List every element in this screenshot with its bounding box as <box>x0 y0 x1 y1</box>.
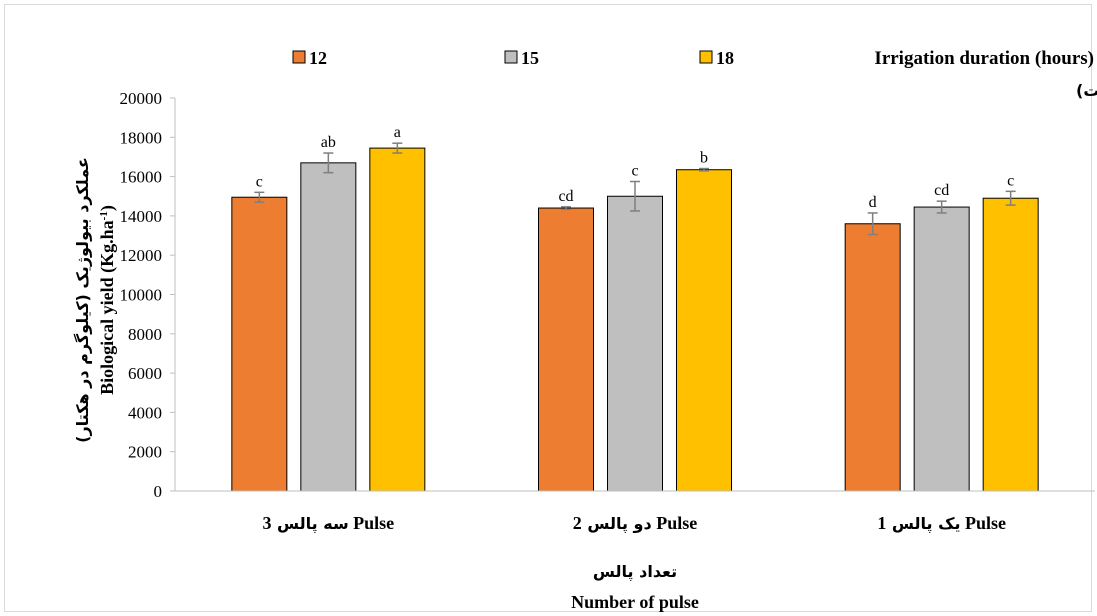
legend-title-persian: مدت زمان آبیاری (ساعت) <box>1076 80 1097 100</box>
significance-letter: b <box>700 150 708 167</box>
significance-letter: ab <box>321 134 336 151</box>
y-tick-label: 8000 <box>128 325 162 344</box>
significance-letter: c <box>256 173 263 190</box>
legend-swatch <box>292 50 306 64</box>
x-axis-label: Number of pulse <box>571 592 699 612</box>
significance-letter: c <box>631 163 638 180</box>
legend-label: 12 <box>309 48 327 68</box>
legend-title: Irrigation duration (hours) <box>874 48 1094 69</box>
significance-letter: cd <box>558 188 573 205</box>
y-tick-label: 0 <box>154 482 163 501</box>
x-tick-label: دو پالس 2 Pulse <box>573 513 697 534</box>
significance-letter: c <box>1007 172 1014 189</box>
x-axis-label-persian: تعداد پالس <box>593 562 677 582</box>
y-tick-label: 6000 <box>128 364 162 383</box>
significance-letter: cd <box>934 182 949 199</box>
y-tick-label: 20000 <box>120 89 163 108</box>
y-tick-label: 16000 <box>120 168 163 187</box>
x-axis-ticks: سه پالس 3 Pulse دو پالس 2 Pulse یک پالس 1 … <box>262 513 1006 534</box>
y-axis-ticks: 0 2000 4000 6000 8000 10000 12000 14000 16000 180… <box>120 89 175 501</box>
bar <box>607 195 663 492</box>
legend-swatch <box>504 50 518 64</box>
y-tick-label: 4000 <box>128 403 162 422</box>
y-tick-label: 2000 <box>128 443 162 462</box>
legend-label: 18 <box>716 48 734 68</box>
bar <box>913 206 970 492</box>
legend-label: 15 <box>521 48 539 68</box>
bar <box>676 169 732 492</box>
y-tick-label: 10000 <box>120 286 163 305</box>
bar <box>369 147 426 492</box>
significance-letter: d <box>869 194 877 211</box>
x-tick-label: یک پالس 1 Pulse <box>877 513 1006 534</box>
chart-frame <box>4 4 1092 612</box>
legend-swatch <box>699 50 713 64</box>
bar <box>231 196 288 492</box>
significance-letter: a <box>394 124 401 141</box>
legend: 12 15 18 <box>292 48 734 68</box>
y-axis-label: Biological yield (Kg.ha-1) <box>97 205 118 395</box>
y-axis-label-persian: عملکرد بیولوژیک (کیلوگرم در هکتار) <box>73 157 92 443</box>
y-tick-label: 12000 <box>120 246 163 265</box>
y-tick-label: 18000 <box>120 128 163 147</box>
bar <box>300 162 357 492</box>
y-tick-label: 14000 <box>120 207 163 226</box>
x-tick-label: سه پالس 3 Pulse <box>262 513 394 534</box>
bar <box>538 207 594 492</box>
bar <box>844 223 901 492</box>
bar <box>982 197 1039 492</box>
